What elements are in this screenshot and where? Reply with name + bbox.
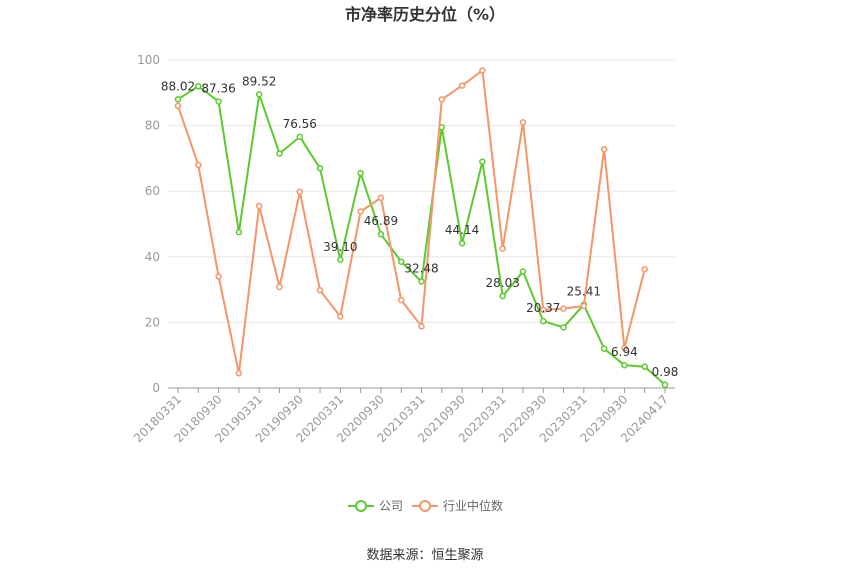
legend-industry-marker (419, 500, 431, 512)
data-point[interactable] (195, 82, 202, 90)
data-point[interactable] (195, 161, 202, 169)
data-label: 88.02 (161, 79, 195, 93)
data-label: 87.36 (201, 81, 235, 95)
data-point[interactable] (621, 344, 628, 352)
data-point[interactable] (418, 323, 425, 330)
data-label: 39.10 (323, 240, 357, 254)
data-point[interactable] (621, 361, 628, 369)
data-point[interactable] (377, 194, 385, 202)
data-point[interactable] (276, 150, 283, 157)
data-point[interactable] (540, 317, 547, 325)
legend-industry-label: 行业中位数 (443, 498, 503, 513)
y-tick-label: 100 (137, 53, 160, 67)
data-point[interactable] (499, 292, 506, 300)
data-point[interactable] (499, 245, 506, 252)
data-point[interactable] (357, 169, 364, 177)
legend-item-industry-median[interactable]: 行业中位数 (412, 498, 503, 513)
data-point[interactable] (540, 306, 547, 314)
y-tick-label: 60 (145, 184, 160, 198)
data-point[interactable] (600, 145, 608, 153)
data-point[interactable] (377, 230, 385, 238)
data-point[interactable] (600, 345, 608, 352)
series-line-1 (177, 69, 646, 375)
data-point[interactable] (235, 228, 243, 236)
data-point[interactable] (661, 381, 669, 389)
data-label: 0.98 (652, 365, 679, 379)
data-point[interactable] (174, 102, 182, 110)
data-point[interactable] (418, 278, 425, 285)
data-label: 89.52 (242, 74, 276, 88)
data-point[interactable] (479, 67, 486, 74)
data-point[interactable] (458, 82, 466, 89)
data-point[interactable] (458, 239, 466, 247)
data-point[interactable] (255, 202, 263, 210)
data-point[interactable] (519, 268, 527, 275)
legend-company-label: 公司 (379, 499, 403, 513)
data-point[interactable] (316, 287, 324, 294)
data-point[interactable] (215, 273, 222, 280)
x-axis: 2018033120180930201903312019093020200331… (131, 388, 671, 445)
data-point[interactable] (296, 133, 303, 141)
data-point[interactable] (296, 188, 303, 196)
data-label: 25.41 (567, 285, 601, 299)
data-label: 32.48 (404, 261, 438, 275)
data-point[interactable] (641, 266, 648, 273)
data-point[interactable] (580, 302, 588, 310)
data-point[interactable] (215, 98, 222, 105)
data-point[interactable] (641, 363, 648, 370)
data-point[interactable] (479, 158, 486, 165)
data-point[interactable] (397, 296, 405, 304)
data-point[interactable] (235, 369, 243, 377)
data-point[interactable] (438, 96, 446, 103)
data-source: 数据来源：恒生聚源 (366, 548, 483, 563)
data-label: 20.37 (526, 301, 560, 315)
data-point[interactable] (560, 305, 567, 312)
data-point[interactable] (337, 256, 344, 264)
data-point[interactable] (397, 258, 405, 265)
data-label: 28.03 (485, 276, 519, 290)
legend[interactable]: 公司 行业中位数 (348, 498, 503, 513)
legend-item-company[interactable]: 公司 (348, 499, 403, 513)
data-label: 6.94 (611, 345, 638, 359)
y-tick-label: 0 (152, 381, 160, 395)
data-label: 44.14 (445, 223, 479, 237)
series-group (174, 67, 669, 389)
y-tick-label: 40 (145, 250, 160, 264)
data-point[interactable] (316, 164, 324, 172)
data-labels: 88.02 87.36 89.52 76.56 39.10 46.89 32.48 44.14… (161, 74, 679, 378)
chart-title: 市净率历史分位（%） (345, 5, 505, 24)
data-point[interactable] (560, 324, 567, 331)
data-point[interactable] (337, 313, 344, 320)
data-point[interactable] (255, 91, 263, 98)
legend-company-marker (355, 500, 367, 512)
data-point[interactable] (276, 283, 283, 291)
data-label: 46.89 (364, 214, 398, 228)
y-tick-label: 20 (145, 315, 160, 329)
y-axis: 0 20 40 60 80 100 (137, 53, 160, 395)
data-point[interactable] (519, 119, 527, 126)
y-tick-label: 80 (145, 119, 160, 133)
data-label: 76.56 (283, 117, 317, 131)
data-point[interactable] (357, 208, 364, 215)
data-point[interactable] (174, 96, 182, 103)
